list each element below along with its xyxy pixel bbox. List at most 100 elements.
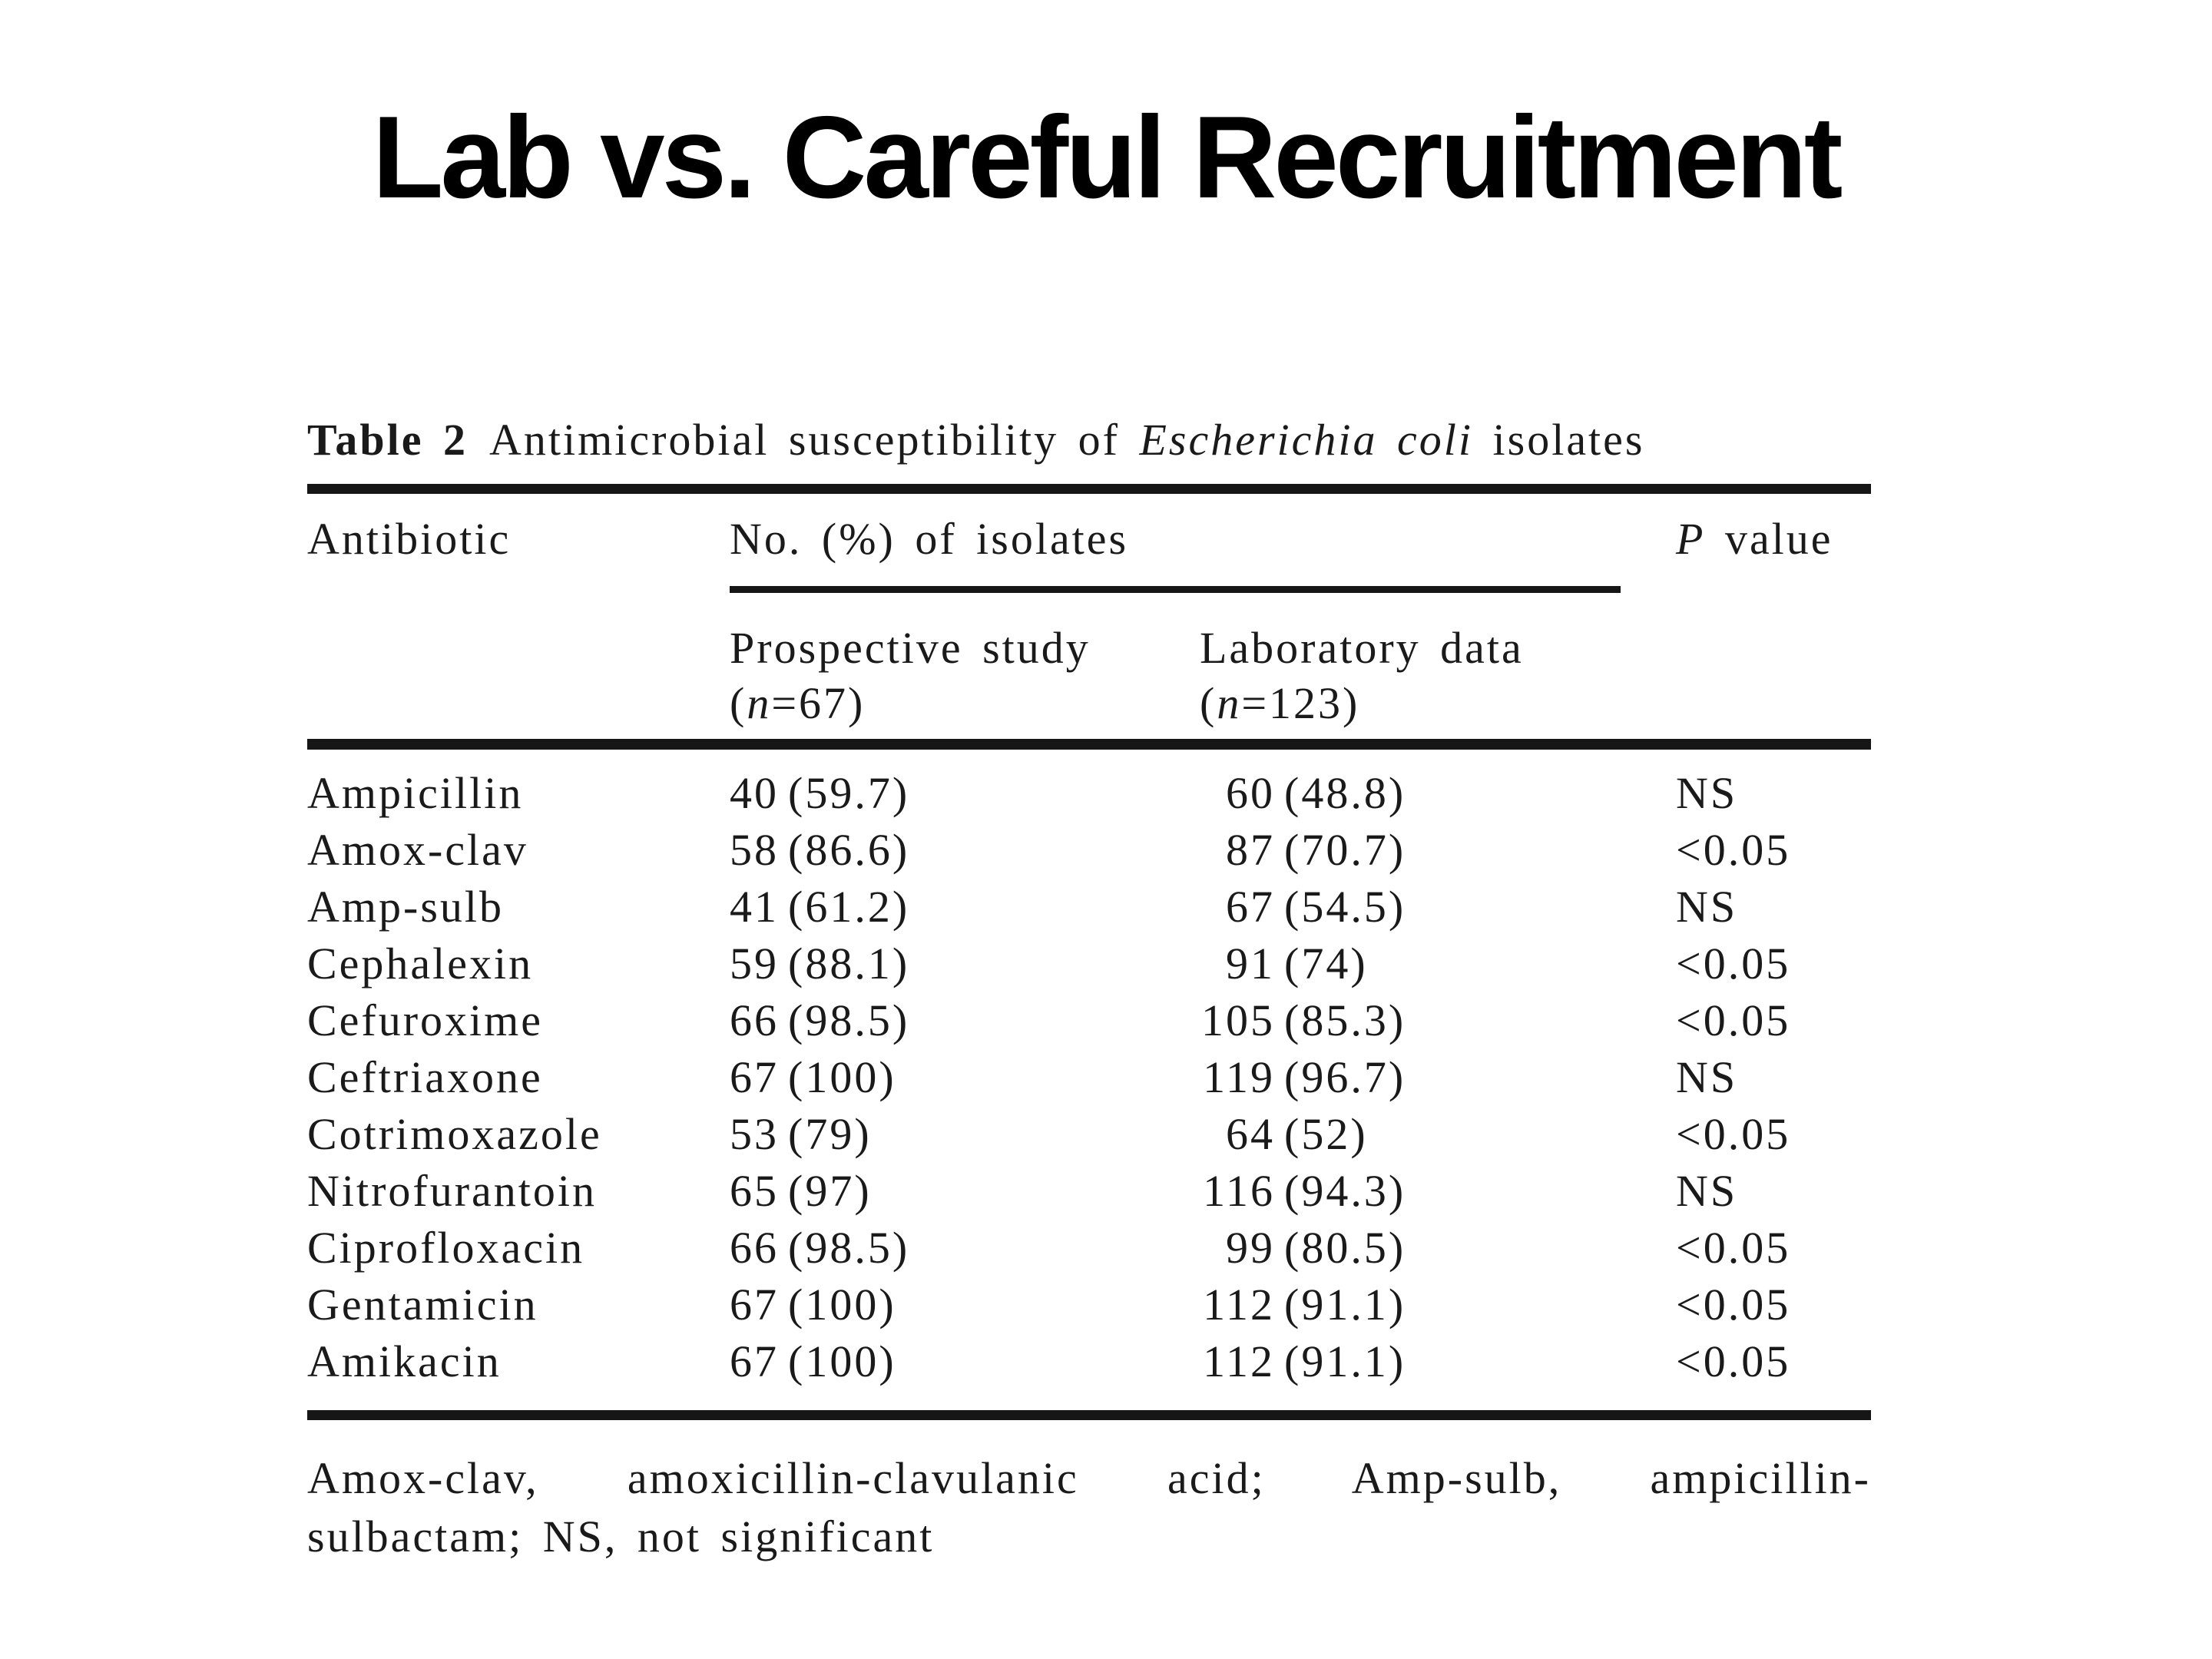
cell-laboratory-count: 87 bbox=[1226, 825, 1275, 875]
slide-title: Lab vs. Careful Recruitment bbox=[372, 92, 1843, 223]
subcolumn-prospective: Prospective study (n=67) bbox=[730, 621, 1200, 731]
subcolumn-laboratory-n: (n=123) bbox=[1200, 678, 1360, 728]
cell-prospective-count: 67 bbox=[730, 1336, 779, 1386]
subcolumn-prospective-title: Prospective study bbox=[730, 623, 1091, 673]
cell-laboratory-count: 99 bbox=[1226, 1223, 1275, 1273]
cell-prospective-count: 41 bbox=[730, 882, 779, 932]
footnote-line-1: Amox-clav, amoxicillin-clavulanic acid; … bbox=[307, 1453, 1871, 1503]
cell-laboratory-count: 60 bbox=[1226, 768, 1275, 818]
cell-prospective: 65 (97) bbox=[730, 1163, 1200, 1220]
cell-laboratory-percent: (74) bbox=[1284, 939, 1368, 988]
cell-prospective: 66 (98.5) bbox=[730, 992, 1200, 1049]
cell-prospective: 67 (100) bbox=[730, 1049, 1200, 1106]
cell-prospective-percent: (59.7) bbox=[788, 768, 910, 818]
cell-laboratory-count: 116 bbox=[1203, 1166, 1275, 1216]
cell-antibiotic: Amox-clav bbox=[307, 825, 528, 875]
cell-laboratory-count: 67 bbox=[1226, 882, 1275, 932]
subcolumn-laboratory: Laboratory data (n=123) bbox=[1200, 621, 1676, 731]
cell-laboratory: 105 (85.3) bbox=[1200, 992, 1676, 1049]
cell-laboratory: 116 (94.3) bbox=[1200, 1163, 1676, 1220]
table-caption-species: Escherichia coli bbox=[1139, 415, 1474, 465]
cell-prospective: 67 (100) bbox=[730, 1277, 1200, 1333]
table-bottom-rule bbox=[307, 1410, 1871, 1420]
cell-prospective-count: 59 bbox=[730, 939, 779, 988]
cell-laboratory: 67 (54.5) bbox=[1200, 879, 1676, 935]
cell-prospective-percent: (61.2) bbox=[788, 882, 910, 932]
table-row: Ampicillin 40 (59.7) 60 (48.8) NS bbox=[307, 765, 1871, 822]
cell-laboratory-percent: (54.5) bbox=[1284, 882, 1406, 932]
cell-p-value: NS bbox=[1676, 1166, 1738, 1216]
cell-laboratory-percent: (48.8) bbox=[1284, 768, 1406, 818]
cell-prospective-percent: (97) bbox=[788, 1166, 872, 1216]
cell-p-value: <0.05 bbox=[1676, 825, 1791, 875]
cell-prospective-percent: (100) bbox=[788, 1280, 896, 1330]
cell-prospective-count: 67 bbox=[730, 1280, 779, 1330]
cell-laboratory: 60 (48.8) bbox=[1200, 765, 1676, 822]
cell-prospective-count: 67 bbox=[730, 1052, 779, 1102]
cell-prospective-count: 66 bbox=[730, 995, 779, 1045]
cell-laboratory: 99 (80.5) bbox=[1200, 1220, 1676, 1277]
table-body: Ampicillin 40 (59.7) 60 (48.8) NS Amox-cla… bbox=[307, 750, 1871, 1410]
table-caption-text: Antimicrobial susceptibility of bbox=[488, 415, 1120, 465]
cell-prospective-percent: (88.1) bbox=[788, 939, 910, 988]
column-header-antibiotic: Antibiotic bbox=[307, 514, 512, 564]
footnote-line-2: sulbactam; NS, not significant bbox=[307, 1512, 935, 1561]
column-header-p-value: P value bbox=[1676, 514, 1871, 565]
cell-antibiotic: Cefuroxime bbox=[307, 995, 544, 1045]
cell-laboratory: 112 (91.1) bbox=[1200, 1277, 1676, 1333]
cell-laboratory-percent: (52) bbox=[1284, 1109, 1368, 1159]
cell-laboratory: 119 (96.7) bbox=[1200, 1049, 1676, 1106]
cell-p-value: <0.05 bbox=[1676, 1223, 1791, 1273]
cell-prospective-count: 65 bbox=[730, 1166, 779, 1216]
cell-antibiotic: Ciprofloxacin bbox=[307, 1223, 585, 1273]
cell-prospective: 53 (79) bbox=[730, 1106, 1200, 1163]
table-row: Cephalexin 59 (88.1) 91 (74) <0.05 bbox=[307, 935, 1871, 992]
cell-prospective-percent: (100) bbox=[788, 1052, 896, 1102]
cell-prospective: 40 (59.7) bbox=[730, 765, 1200, 822]
table-row: Amikacin 67 (100) 112 (91.1) <0.05 bbox=[307, 1333, 1871, 1390]
cell-antibiotic: Ampicillin bbox=[307, 768, 524, 818]
cell-laboratory-count: 64 bbox=[1226, 1109, 1275, 1159]
cell-antibiotic: Nitrofurantoin bbox=[307, 1166, 598, 1216]
cell-laboratory-percent: (91.1) bbox=[1284, 1280, 1406, 1330]
cell-laboratory-count: 112 bbox=[1203, 1280, 1275, 1330]
cell-prospective-percent: (86.6) bbox=[788, 825, 910, 875]
cell-prospective-count: 66 bbox=[730, 1223, 779, 1273]
cell-prospective-count: 40 bbox=[730, 768, 779, 818]
cell-laboratory: 87 (70.7) bbox=[1200, 822, 1676, 879]
cell-prospective: 59 (88.1) bbox=[730, 935, 1200, 992]
cell-antibiotic: Ceftriaxone bbox=[307, 1052, 543, 1102]
cell-prospective-percent: (100) bbox=[788, 1336, 896, 1386]
cell-antibiotic: Amikacin bbox=[307, 1336, 502, 1386]
table-caption-label: Table 2 bbox=[307, 415, 468, 465]
cell-laboratory-count: 91 bbox=[1226, 939, 1275, 988]
cell-prospective: 66 (98.5) bbox=[730, 1220, 1200, 1277]
table-caption: Table 2 Antimicrobial susceptibility of E… bbox=[307, 415, 1871, 465]
cell-p-value: <0.05 bbox=[1676, 1336, 1791, 1386]
table-row: Gentamicin 67 (100) 112 (91.1) <0.05 bbox=[307, 1277, 1871, 1333]
cell-laboratory-percent: (94.3) bbox=[1284, 1166, 1406, 1216]
cell-prospective-count: 53 bbox=[730, 1109, 779, 1159]
subcolumn-laboratory-title: Laboratory data bbox=[1200, 623, 1524, 673]
p-value-symbol: P bbox=[1676, 514, 1706, 564]
table-header-row: Antibiotic No. (%) of isolates P value bbox=[307, 494, 1871, 565]
cell-prospective: 67 (100) bbox=[730, 1333, 1200, 1390]
table-row: Ciprofloxacin 66 (98.5) 99 (80.5) <0.05 bbox=[307, 1220, 1871, 1277]
cell-antibiotic: Amp-sulb bbox=[307, 882, 504, 932]
cell-laboratory-percent: (70.7) bbox=[1284, 825, 1406, 875]
cell-p-value: <0.05 bbox=[1676, 995, 1791, 1045]
cell-p-value: NS bbox=[1676, 1052, 1738, 1102]
cell-antibiotic: Cotrimoxazole bbox=[307, 1109, 602, 1159]
cell-prospective-percent: (79) bbox=[788, 1109, 872, 1159]
table-row: Cefuroxime 66 (98.5) 105 (85.3) <0.05 bbox=[307, 992, 1871, 1049]
table-caption-suffix: isolates bbox=[1492, 415, 1645, 465]
cell-p-value: <0.05 bbox=[1676, 1280, 1791, 1330]
cell-p-value: NS bbox=[1676, 882, 1738, 932]
table-footnote: Amox-clav, amoxicillin-clavulanic acid; … bbox=[307, 1449, 1871, 1566]
cell-p-value: NS bbox=[1676, 768, 1738, 818]
table-subheader-row: Prospective study (n=67) Laboratory data… bbox=[307, 621, 1871, 731]
cell-laboratory-count: 112 bbox=[1203, 1336, 1275, 1386]
cell-laboratory-percent: (85.3) bbox=[1284, 995, 1406, 1045]
table-row: Nitrofurantoin 65 (97) 116 (94.3) NS bbox=[307, 1163, 1871, 1220]
cell-prospective-count: 58 bbox=[730, 825, 779, 875]
